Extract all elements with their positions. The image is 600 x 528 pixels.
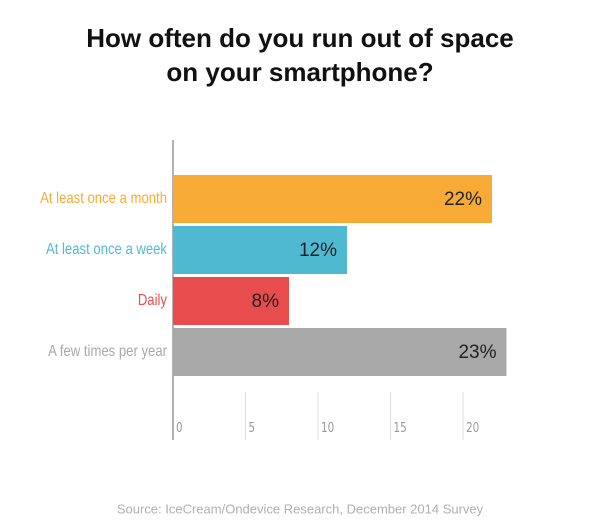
x-tick-label: 5 xyxy=(249,420,256,435)
chart-title: How often do you run out of space xyxy=(86,23,514,53)
value-label: 12% xyxy=(299,240,337,261)
value-label: 8% xyxy=(252,291,280,312)
value-label: 22% xyxy=(444,189,482,210)
source: Source: IceCream/Ondevice Research, Dece… xyxy=(117,501,484,516)
bar xyxy=(173,175,492,223)
category-label: At least once a week xyxy=(46,241,168,258)
chart-title: on your smartphone? xyxy=(166,57,433,87)
x-tick-label: 15 xyxy=(394,420,407,435)
value-label: 23% xyxy=(458,342,496,363)
category-label: Daily xyxy=(138,292,168,309)
category-label: A few times per year xyxy=(48,343,167,360)
bar xyxy=(173,328,507,376)
x-tick-label: 0 xyxy=(176,420,183,435)
x-tick-label: 10 xyxy=(321,420,334,435)
bar xyxy=(173,277,289,325)
category-label: At least once a month xyxy=(40,190,167,207)
bar xyxy=(173,226,347,274)
x-tick-label: 20 xyxy=(466,420,479,435)
